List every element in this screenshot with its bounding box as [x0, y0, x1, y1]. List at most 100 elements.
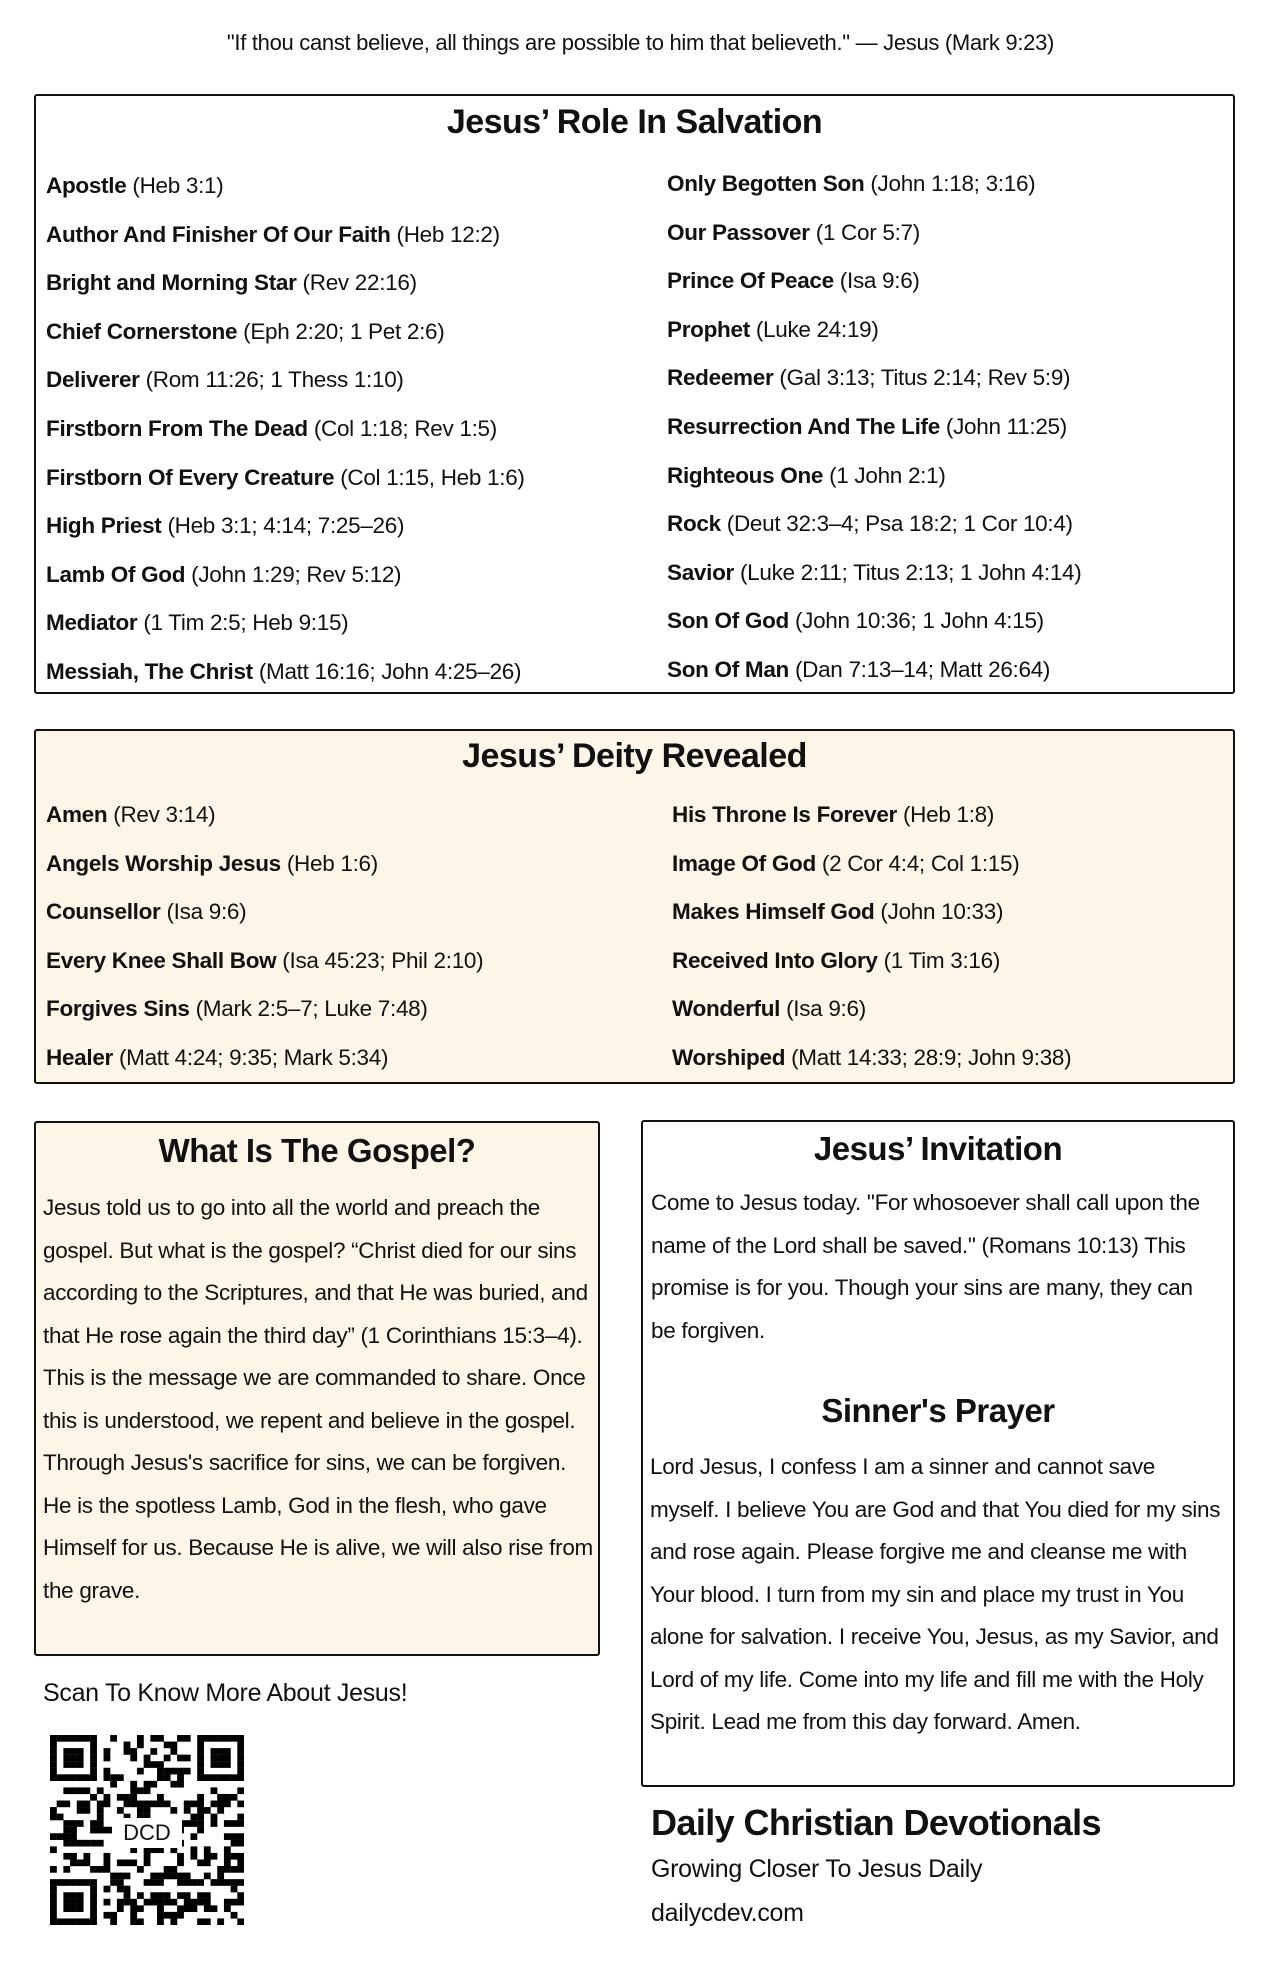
qr-module: [76, 1774, 84, 1781]
title-entry: Bright and Morning Star (Rev 22:16): [46, 269, 525, 318]
qr-module: [183, 1807, 191, 1814]
entry-name: Received Into Glory: [672, 947, 878, 973]
entry-name: Lamb Of God: [46, 561, 186, 587]
qr-module: [70, 1833, 77, 1840]
qr-code[interactable]: DCD: [50, 1735, 245, 1926]
qr-module: [136, 1892, 144, 1899]
qr-module: [183, 1898, 191, 1906]
qr-module: [83, 1852, 91, 1860]
entry-name: Bright and Morning Star: [46, 270, 297, 296]
qr-module: [210, 1852, 218, 1860]
qr-module: [237, 1859, 245, 1867]
qr-module: [90, 1767, 97, 1775]
qr-module: [76, 1918, 84, 1926]
qr-module: [70, 1892, 77, 1899]
qr-module: [90, 1905, 97, 1913]
entry-reference: (1 John 2:1): [829, 462, 946, 488]
entry-name: Only Begotten Son: [667, 171, 865, 196]
qr-module: [170, 1807, 178, 1814]
title-entry: Author And Finisher Of Our Faith (Heb 12…: [46, 221, 525, 270]
title-entry: Only Begotten Son (John 1:18; 3:16): [667, 170, 1081, 219]
qr-module: [170, 1898, 178, 1906]
qr-module: [130, 1846, 138, 1854]
entry-name: Firstborn From The Dead: [46, 415, 308, 441]
entry-name: Savior: [667, 559, 734, 585]
qr-module: [170, 1872, 178, 1880]
entry-reference: (Matt 14:33; 28:9; John 9:38): [791, 1044, 1072, 1070]
qr-module: [177, 1774, 184, 1781]
qr-module: [203, 1774, 211, 1781]
qr-module: [217, 1793, 225, 1801]
qr-module: [103, 1774, 111, 1781]
qr-module: [183, 1820, 191, 1827]
qr-module: [56, 1735, 64, 1742]
entry-reference: (1 Tim 3:16): [883, 947, 1001, 973]
qr-module: [76, 1859, 84, 1867]
entry-name: Author And Finisher Of Our Faith: [46, 221, 391, 247]
qr-module: [210, 1820, 218, 1827]
qr-module: [170, 1767, 178, 1775]
qr-module: [157, 1846, 164, 1854]
qr-module: [190, 1833, 198, 1840]
qr-module: [197, 1918, 204, 1926]
qr-module: [157, 1774, 164, 1781]
entry-reference: (1 Cor 5:7): [815, 219, 921, 245]
title-entry: Rock (Deut 32:3–4; Psa 18:2; 1 Cor 10:4): [667, 510, 1081, 559]
qr-module: [177, 1892, 184, 1899]
prayer-text: Lord Jesus, I confess I am a sinner and …: [650, 1454, 1221, 1734]
qr-module: [76, 1892, 84, 1899]
qr-module: [223, 1905, 231, 1913]
qr-module: [183, 1767, 191, 1775]
qr-module: [223, 1800, 231, 1808]
qr-module: [130, 1754, 138, 1762]
qr-module: [70, 1748, 77, 1755]
qr-module: [163, 1754, 171, 1762]
qr-module: [96, 1800, 104, 1808]
qr-module: [237, 1754, 245, 1762]
qr-module: [63, 1898, 71, 1906]
qr-module: [143, 1852, 151, 1860]
qr-module: [63, 1748, 71, 1755]
qr-module: [116, 1793, 124, 1801]
qr-module: [70, 1754, 77, 1762]
qr-module: [237, 1787, 245, 1795]
entry-reference: (Eph 2:20; 1 Pet 2:6): [243, 318, 445, 344]
entry-reference: (Col 1:15, Heb 1:6): [340, 464, 525, 490]
entry-reference: (Heb 1:6): [286, 850, 378, 876]
entry-reference: (Luke 24:19): [755, 316, 879, 342]
entry-name: Angels Worship Jesus: [46, 850, 281, 876]
qr-module: [190, 1846, 198, 1854]
qr-module: [170, 1780, 178, 1788]
qr-module: [203, 1898, 211, 1906]
entry-reference: (Dan 7:13–14; Matt 26:64): [794, 656, 1051, 682]
invitation-box: Jesus’ Invitation Come to Jesus today. "…: [641, 1120, 1235, 1787]
qr-module: [76, 1879, 84, 1886]
qr-module: [157, 1911, 164, 1919]
invitation-title: Jesus’ Invitation: [813, 1130, 1063, 1167]
qr-module: [130, 1911, 138, 1919]
qr-module: [223, 1820, 231, 1827]
qr-module: [50, 1761, 57, 1768]
qr-module: [63, 1754, 71, 1762]
qr-module: [223, 1846, 231, 1854]
qr-module: [116, 1885, 124, 1893]
entry-name: Son Of God: [667, 608, 789, 634]
title-entry: Chief Cornerstone (Eph 2:20; 1 Pet 2:6): [46, 318, 525, 367]
qr-module: [50, 1911, 57, 1919]
qr-module: [197, 1793, 204, 1801]
qr-module: [136, 1741, 144, 1749]
qr-module: [90, 1911, 97, 1919]
qr-module: [190, 1879, 198, 1886]
qr-module: [197, 1813, 204, 1821]
qr-module: [190, 1813, 198, 1821]
qr-module: [90, 1839, 97, 1847]
qr-module: [50, 1866, 57, 1873]
qr-module: [143, 1879, 151, 1886]
qr-module: [50, 1767, 57, 1775]
brand-url[interactable]: dailycdev.com: [651, 1899, 804, 1927]
entry-reference: (Isa 9:6): [786, 996, 866, 1022]
qr-module: [170, 1866, 178, 1873]
qr-module: [56, 1918, 64, 1926]
qr-module: [110, 1780, 118, 1788]
title-entry: Prophet (Luke 24:19): [667, 316, 1081, 365]
